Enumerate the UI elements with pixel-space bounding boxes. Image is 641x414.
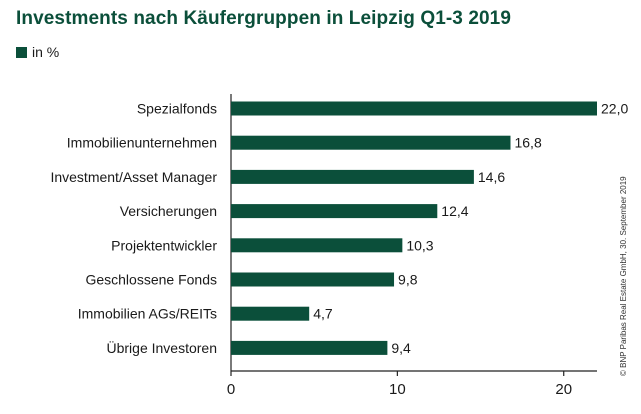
value-label: 9,4 [391, 340, 411, 356]
bar-7 [231, 306, 310, 321]
x-tick-label: 10 [389, 381, 406, 398]
bar-8 [231, 340, 388, 355]
bar-6 [231, 272, 395, 287]
bar-1 [231, 101, 597, 116]
category-label: Projektentwickler [111, 237, 217, 253]
legend-swatch [16, 46, 27, 58]
category-label: Immobilienunternehmen [67, 135, 217, 151]
value-label: 16,8 [514, 135, 541, 151]
value-label: 12,4 [441, 203, 468, 219]
legend: in % [16, 44, 59, 60]
value-label: 10,3 [406, 237, 433, 253]
bar-3 [231, 169, 474, 184]
bar-5 [231, 238, 403, 253]
chart-title: Investments nach Käufergruppen in Leipzi… [16, 8, 511, 29]
category-label: Immobilien AGs/REITs [78, 306, 217, 322]
x-tick-label: 0 [227, 381, 235, 398]
bar-4 [231, 204, 438, 219]
value-label: 14,6 [478, 169, 505, 185]
legend-label: in % [32, 44, 60, 60]
x-tick-label: 20 [555, 381, 572, 398]
value-label: 4,7 [313, 306, 333, 322]
category-label: Geschlossene Fonds [85, 272, 217, 288]
copyright-credit: © BNP Paribas Real Estate GmbH, 30. Sept… [619, 176, 628, 376]
value-label: 22,0 [601, 101, 628, 117]
category-label: Spezialfonds [137, 101, 217, 117]
category-label: Investment/Asset Manager [50, 169, 217, 185]
category-label: Übrige Investoren [106, 339, 217, 356]
bar-2 [231, 135, 511, 150]
value-label: 9,8 [398, 272, 418, 288]
category-label: Versicherungen [120, 203, 217, 219]
